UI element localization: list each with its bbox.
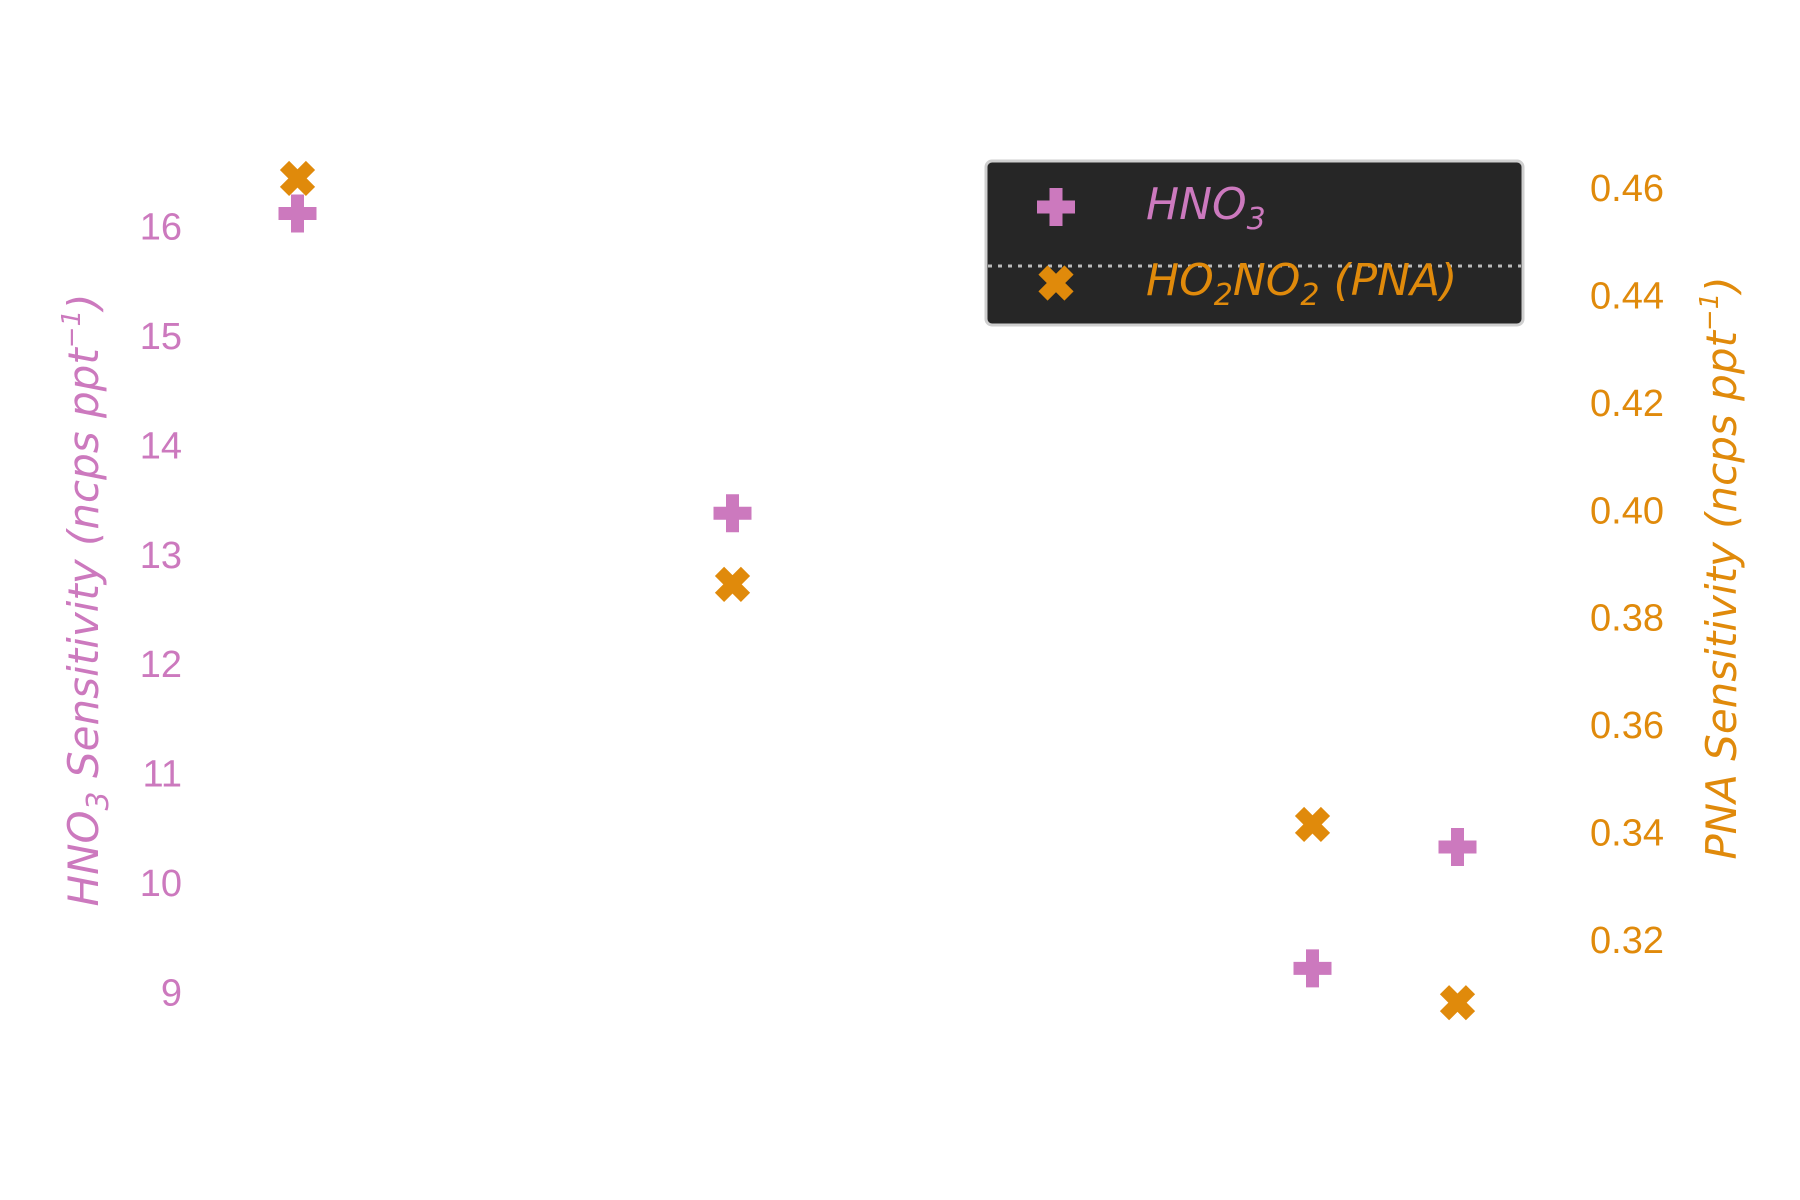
left-tick-label: 10 — [140, 863, 182, 905]
pna-point — [279, 160, 316, 197]
legend-pna-mid: NO — [1233, 255, 1301, 306]
pna-point — [714, 566, 751, 602]
pna-point-stroke — [279, 160, 316, 197]
data-points — [278, 160, 1477, 1021]
left-tick-label: 16 — [140, 207, 182, 249]
pna-point-stroke — [1439, 985, 1476, 1021]
hno3-point — [713, 494, 752, 533]
left-tick-label: 14 — [140, 425, 182, 467]
legend-hno3-main: HNO — [1146, 179, 1247, 230]
hno3-point — [278, 194, 317, 233]
right-tick-label: 0.44 — [1590, 276, 1664, 318]
right-axis-title-sup: −1 — [1695, 293, 1725, 331]
pna-point-stroke — [714, 566, 751, 602]
legend-hno3-sub: 3 — [1247, 202, 1266, 237]
right-tick-label: 0.32 — [1590, 920, 1664, 962]
legend-x-marker — [1038, 265, 1074, 301]
legend-marker-pna — [1038, 265, 1074, 301]
left-tick-label: 15 — [140, 316, 182, 358]
left-tick-label: 12 — [140, 644, 182, 686]
right-axis-title: PNA Sensitivity (ncps ppt−1) — [1695, 276, 1746, 859]
left-axis-title: HNO3 Sensitivity (ncps ppt−1) — [57, 293, 116, 906]
right-tick-label: 0.38 — [1590, 598, 1664, 640]
right-tick-label: 0.40 — [1590, 490, 1664, 532]
pna-point — [1294, 806, 1331, 843]
right-tick-label: 0.36 — [1590, 705, 1664, 747]
right-axis-title-suffix: ) — [1697, 276, 1746, 295]
legend-pna-rest: (PNA) — [1319, 255, 1457, 306]
legend: HNO3 HO2NO2 (PNA) — [984, 159, 1525, 327]
hno3-point — [1438, 827, 1477, 866]
hno3-point — [1293, 949, 1332, 988]
legend-label-hno3: HNO3 — [1146, 179, 1266, 237]
left-tick-label: 13 — [140, 535, 182, 577]
left-axis-title-sup: −1 — [57, 310, 87, 348]
left-axis-title-sub: 3 — [81, 791, 116, 810]
pna-point-stroke — [1294, 806, 1331, 843]
legend-label-pna: HO2NO2 (PNA) — [1146, 255, 1457, 313]
right-axis-ticks: 0.32 0.34 0.36 0.38 0.40 0.42 0.44 0.46 — [1590, 168, 1664, 962]
right-tick-label: 0.42 — [1590, 383, 1664, 425]
right-tick-label: 0.46 — [1590, 168, 1664, 210]
legend-pna-sub2: 2 — [1300, 278, 1319, 313]
left-tick-label: 11 — [143, 754, 182, 796]
legend-plus-marker — [1037, 188, 1075, 226]
right-tick-label: 0.34 — [1590, 812, 1664, 854]
left-axis-ticks: 9 10 11 12 13 14 15 16 — [140, 207, 182, 1015]
legend-pna-main: HO — [1146, 255, 1214, 306]
right-axis-title-main: PNA Sensitivity (ncps ppt — [1697, 330, 1746, 860]
left-axis-title-mid: Sensitivity (ncps ppt — [59, 347, 108, 792]
legend-pna-sub: 2 — [1214, 278, 1233, 313]
left-tick-label: 9 — [161, 972, 182, 1014]
left-axis-title-suffix: ) — [59, 293, 108, 312]
legend-marker-hno3 — [1037, 188, 1075, 226]
legend-box — [984, 159, 1525, 327]
left-axis-title-prefix: HNO — [59, 810, 108, 906]
pna-point — [1439, 985, 1476, 1021]
legend-x-marker-stroke — [1038, 265, 1074, 301]
